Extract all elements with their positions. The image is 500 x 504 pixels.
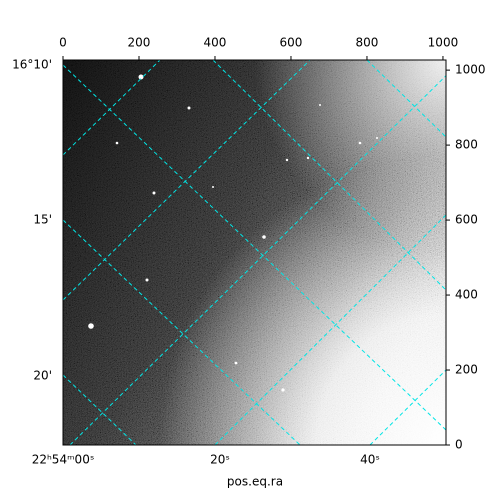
- dec-tick-label: 16°10': [12, 58, 52, 72]
- dec-tick-label: 20': [33, 369, 52, 383]
- coordinate-grid: [63, 60, 446, 445]
- ra-tick-label: 20ˢ: [210, 453, 230, 467]
- image: [63, 60, 446, 445]
- x-tick-label: 400: [204, 36, 227, 50]
- ra-tick-label: 40ˢ: [360, 453, 380, 467]
- y-tick-label: 600: [455, 213, 478, 227]
- x-tick-label: 600: [280, 36, 303, 50]
- y-tick-label: 0: [455, 438, 463, 452]
- y-tick-label: 200: [455, 363, 478, 377]
- x-tick-label: 0: [59, 36, 67, 50]
- dec-tick-label: 15': [33, 213, 52, 227]
- x-tick-label: 800: [356, 36, 379, 50]
- x-axis-label: pos.eq.ra: [227, 475, 283, 489]
- y-tick-label: 800: [455, 138, 478, 152]
- y-tick-label: 1000: [455, 63, 486, 77]
- ra-tick-label: 22ʰ54ᵐ00ˢ: [32, 453, 95, 467]
- x-tick-label: 1000: [428, 36, 459, 50]
- stars: [88, 74, 378, 392]
- y-tick-label: 400: [455, 288, 478, 302]
- plot-frame: [62, 59, 447, 446]
- x-tick-label: 200: [128, 36, 151, 50]
